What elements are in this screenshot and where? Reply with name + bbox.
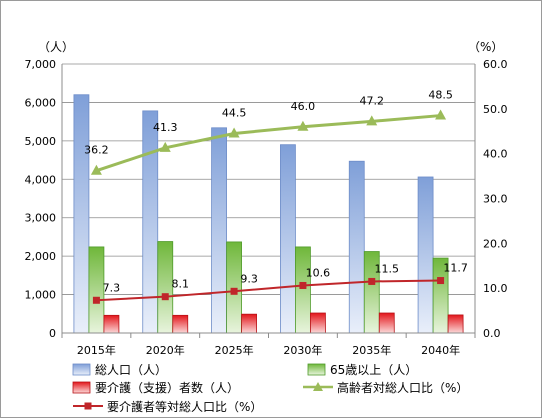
care-ratio-data-label: 8.1 [172, 278, 190, 291]
category-label: 2030年 [283, 343, 322, 357]
elderly-ratio-marker [435, 109, 447, 120]
elderly-ratio-data-label: 48.5 [428, 89, 453, 102]
elderly-ratio-data-label: 44.5 [222, 106, 247, 119]
category-label: 2035年 [352, 343, 391, 357]
elderly-ratio-marker [228, 127, 240, 138]
bar-total-pop [417, 176, 434, 334]
care-ratio-marker [161, 293, 169, 301]
left-tick-label: 1,000 [25, 289, 57, 302]
axes: （人） （%） 0 1,000 2,000 3,000 4,000 5,000 6,000 7… [25, 40, 508, 357]
care-ratio-marker [368, 277, 376, 285]
bar-65-plus [157, 241, 174, 334]
lines: 36.2 41.3 44.5 46.0 47.2 48.5 7.3 8.1 9.3 10.6 11.… [84, 89, 468, 304]
elderly-ratio-marker [297, 120, 309, 131]
legend-label-65-plus: 65歳以上（人） [330, 363, 417, 377]
right-tick-label: 0.0 [483, 327, 501, 340]
care-ratio-marker [230, 287, 238, 295]
elderly-ratio-data-label: 46.0 [291, 100, 316, 113]
bar-total-pop [348, 160, 365, 334]
legend-swatch-65-plus [307, 363, 326, 376]
elderly-ratio-marker [159, 141, 171, 152]
left-tick-label: 6,000 [25, 96, 57, 109]
bar-care [172, 314, 189, 334]
elderly-ratio-data-label: 47.2 [360, 94, 385, 107]
right-tick-label: 50.0 [483, 103, 508, 116]
bar-65-plus [295, 246, 311, 334]
care-ratio-data-label: 9.3 [240, 272, 258, 285]
right-axis-unit: （%） [468, 40, 503, 54]
bar-care [103, 314, 120, 334]
legend: 総人口（人） 65歳以上（人） 要介護（支援）者数（人） 高齢者対総人口比（%）… [72, 363, 468, 414]
left-tick-label: 2,000 [25, 250, 57, 263]
care-ratio-marker [92, 296, 100, 304]
left-tick-label: 7,000 [25, 58, 57, 71]
bar-65-plus [226, 241, 242, 334]
legend-label-elderly-ratio: 高齢者対総人口比（%） [337, 380, 468, 395]
elderly-ratio-marker [90, 164, 102, 175]
care-ratio-marker [437, 277, 445, 285]
care-ratio-line [96, 279, 441, 302]
bar-care [378, 312, 395, 334]
category-label: 2025年 [215, 343, 254, 357]
elderly-ratio-data-label: 36.2 [84, 144, 109, 157]
bar-care [241, 313, 257, 334]
care-ratio-data-label: 7.3 [103, 281, 121, 294]
right-tick-label: 10.0 [483, 282, 508, 295]
legend-label-total-pop: 総人口（人） [95, 363, 167, 377]
bar-65-plus [88, 246, 105, 334]
left-axis-unit: （人） [38, 40, 74, 54]
category-label: 2020年 [146, 343, 185, 357]
right-tick-label: 40.0 [483, 148, 508, 161]
bar-total-pop [280, 144, 296, 334]
care-ratio-data-label: 11.7 [443, 262, 468, 275]
elderly-ratio-marker [366, 115, 378, 126]
left-tick-label: 0 [49, 327, 56, 340]
gridlines [62, 63, 475, 334]
elderly-ratio-data-label: 41.3 [153, 121, 178, 134]
legend-label-care-ratio: 要介護者等対総人口比（%） [107, 399, 262, 414]
care-ratio-data-label: 10.6 [306, 266, 331, 279]
left-tick-label: 3,000 [25, 212, 57, 225]
legend-swatch-care [72, 381, 91, 394]
legend-label-care: 要介護（支援）者数（人） [95, 380, 239, 395]
right-tick-label: 60.0 [483, 58, 508, 71]
right-tick-label: 20.0 [483, 237, 508, 250]
legend-marker-elderly-ratio [313, 382, 323, 391]
right-tick-label: 30.0 [483, 193, 508, 206]
care-ratio-data-label: 11.5 [375, 262, 400, 275]
legend-swatch-total-pop [72, 363, 91, 376]
category-label: 2015年 [77, 343, 116, 357]
bar-care [310, 312, 326, 334]
bar-care [447, 314, 464, 334]
left-tick-label: 4,000 [25, 173, 57, 186]
bar-total-pop [211, 127, 227, 334]
legend-marker-care-ratio [84, 402, 92, 410]
category-label: 2040年 [421, 343, 460, 357]
care-ratio-marker [299, 281, 307, 289]
elderly-ratio-line [95, 114, 441, 173]
bar-total-pop [142, 110, 159, 334]
bar-total-pop [73, 94, 90, 334]
left-tick-label: 5,000 [25, 135, 57, 148]
